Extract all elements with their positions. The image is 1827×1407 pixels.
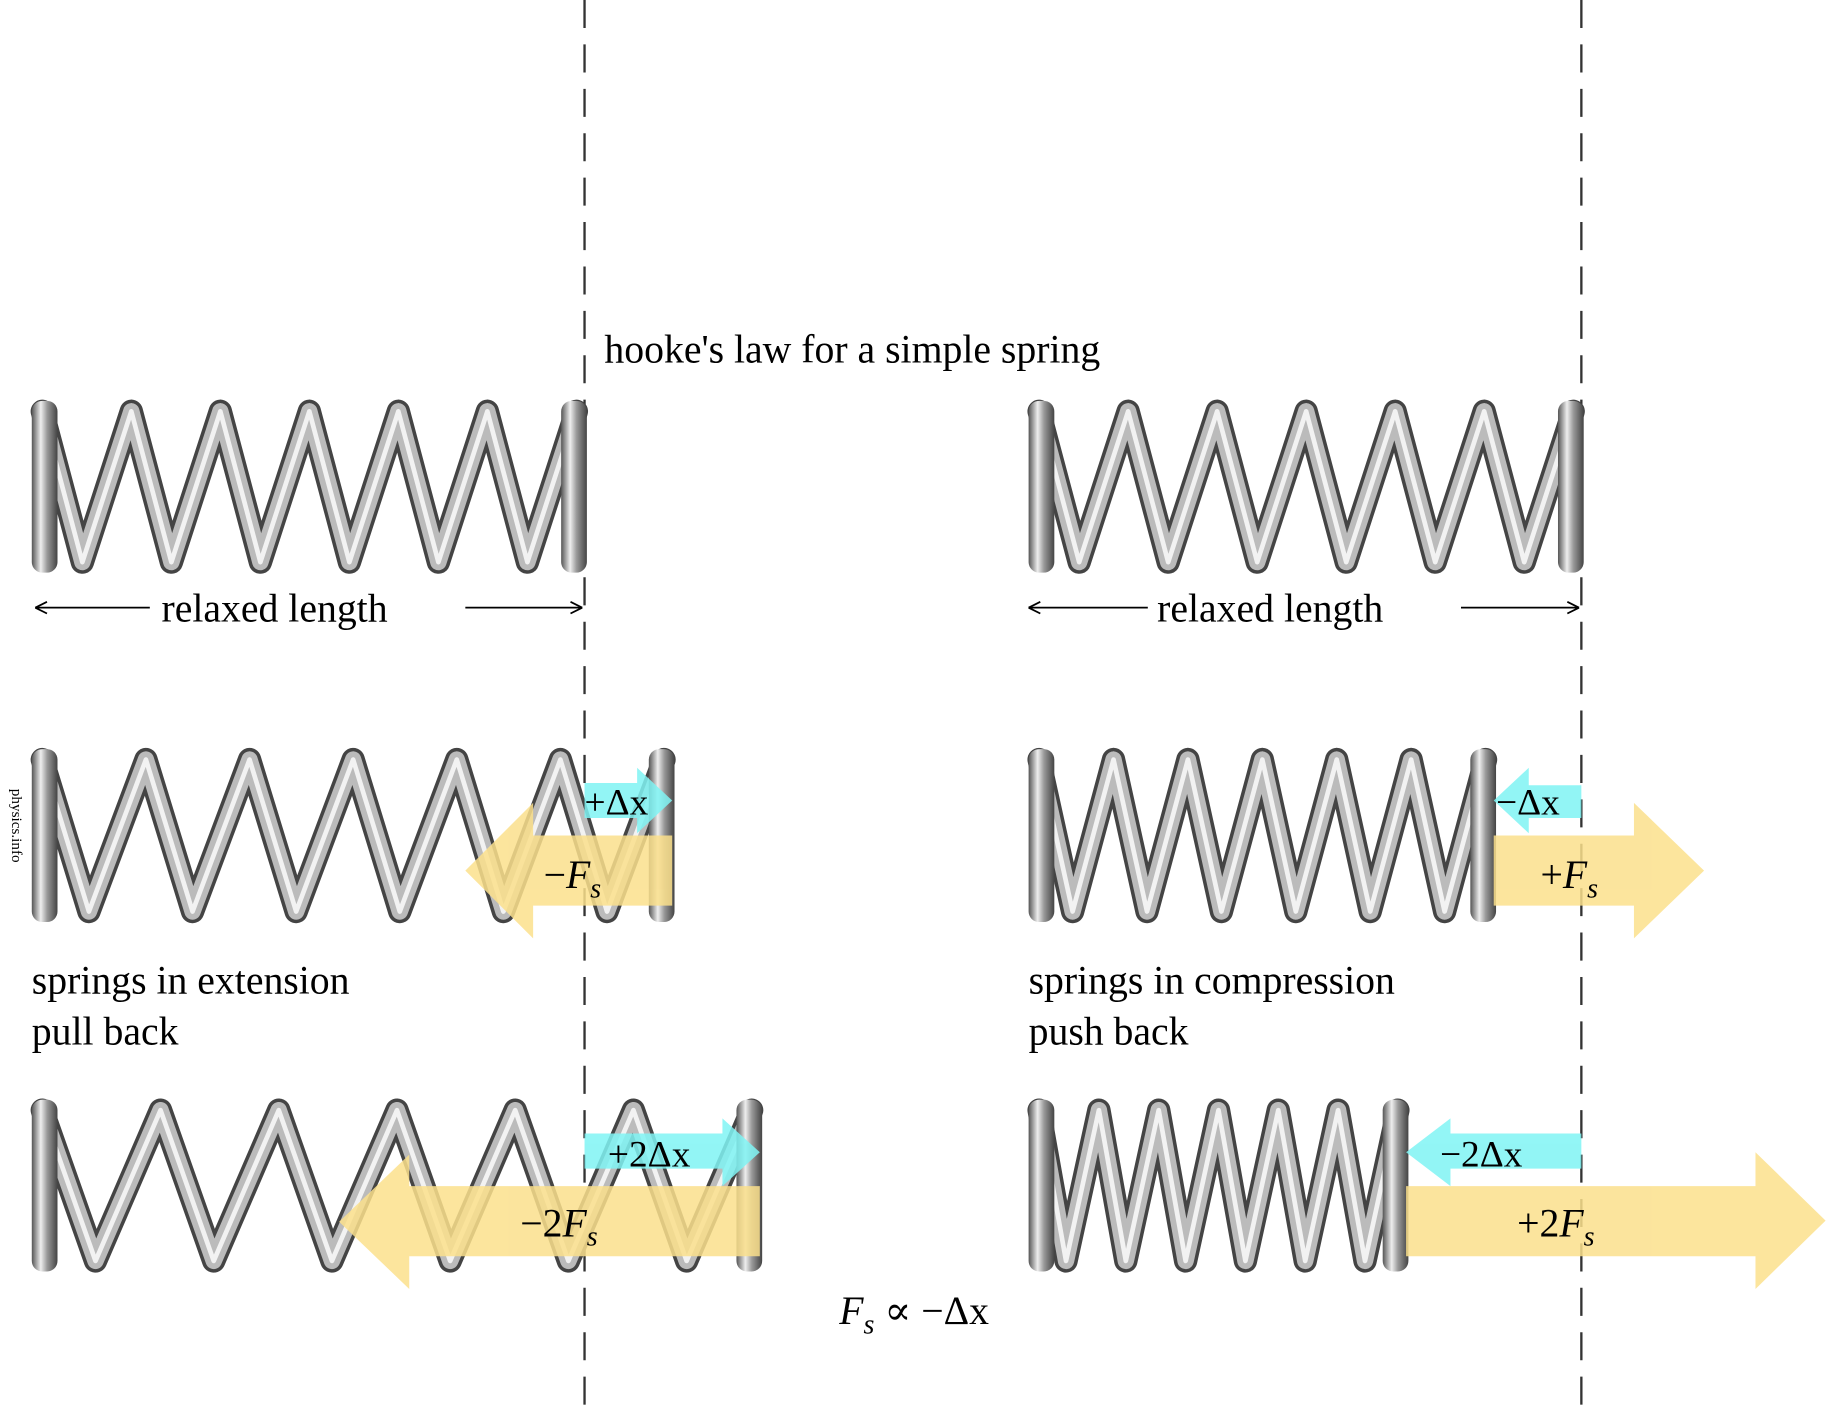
- force-arrow-comp-2: [1406, 1152, 1826, 1289]
- force-arrow-ext-2: [339, 1154, 760, 1289]
- spring-end-bar: [31, 749, 58, 923]
- proportionality-formula: Fs ∝ −Δx: [838, 1289, 989, 1340]
- dx-label-comp-1: −Δx: [1496, 783, 1560, 824]
- force-arrow-comp-1: [1493, 802, 1705, 939]
- relaxed-length-right: relaxed length: [1028, 587, 1580, 631]
- spring-end-bar: [1470, 749, 1497, 923]
- dx-label-ext-1: +Δx: [585, 783, 649, 824]
- displacement-arrow-comp-2: [1406, 1118, 1582, 1187]
- displacement-arrow-comp-1: [1493, 767, 1582, 834]
- spring-end-bar: [31, 400, 58, 573]
- spring-end-bar: [1557, 400, 1584, 573]
- dx-label-comp-2: −2Δx: [1440, 1134, 1523, 1175]
- compressed-spring-2: [1027, 1098, 1410, 1273]
- watermark: physics.info: [8, 789, 25, 863]
- spring-end-bar: [1028, 749, 1055, 923]
- spring-end-bar: [561, 400, 587, 573]
- extended-spring-2: [30, 1098, 764, 1273]
- extension-caption-1: springs in extension: [32, 958, 350, 1002]
- extension-caption-2: pull back: [32, 1010, 179, 1054]
- compression-caption-1: springs in compression: [1029, 958, 1395, 1002]
- relaxed-length-label: relaxed length: [1157, 587, 1383, 631]
- spring-end-bar: [1028, 1099, 1055, 1272]
- compression-caption-2: push back: [1029, 1010, 1189, 1054]
- force-label-ext-2: −2Fs: [520, 1201, 598, 1252]
- relaxed-spring-left: [30, 399, 589, 574]
- force-arrow-ext-1: [465, 802, 673, 939]
- spring-end-bar: [1028, 400, 1055, 573]
- dx-label-ext-2: +2Δx: [608, 1134, 691, 1175]
- spring-end-bar: [1382, 1099, 1409, 1272]
- relaxed-spring-right: [1027, 399, 1585, 574]
- force-label-ext-1: −Fs: [544, 853, 602, 904]
- displacement-arrow-ext-1: [584, 767, 673, 834]
- spring-end-bar: [31, 1099, 58, 1272]
- title: hooke's law for a simple spring: [604, 327, 1100, 371]
- relaxed-length-left: relaxed length: [34, 587, 583, 631]
- relaxed-length-label: relaxed length: [162, 587, 388, 631]
- compressed-spring-1: [1027, 747, 1498, 924]
- force-label-comp-2: +2Fs: [1517, 1201, 1595, 1252]
- displacement-arrow-ext-2: [584, 1118, 760, 1187]
- force-label-comp-1: +Fs: [1540, 853, 1598, 904]
